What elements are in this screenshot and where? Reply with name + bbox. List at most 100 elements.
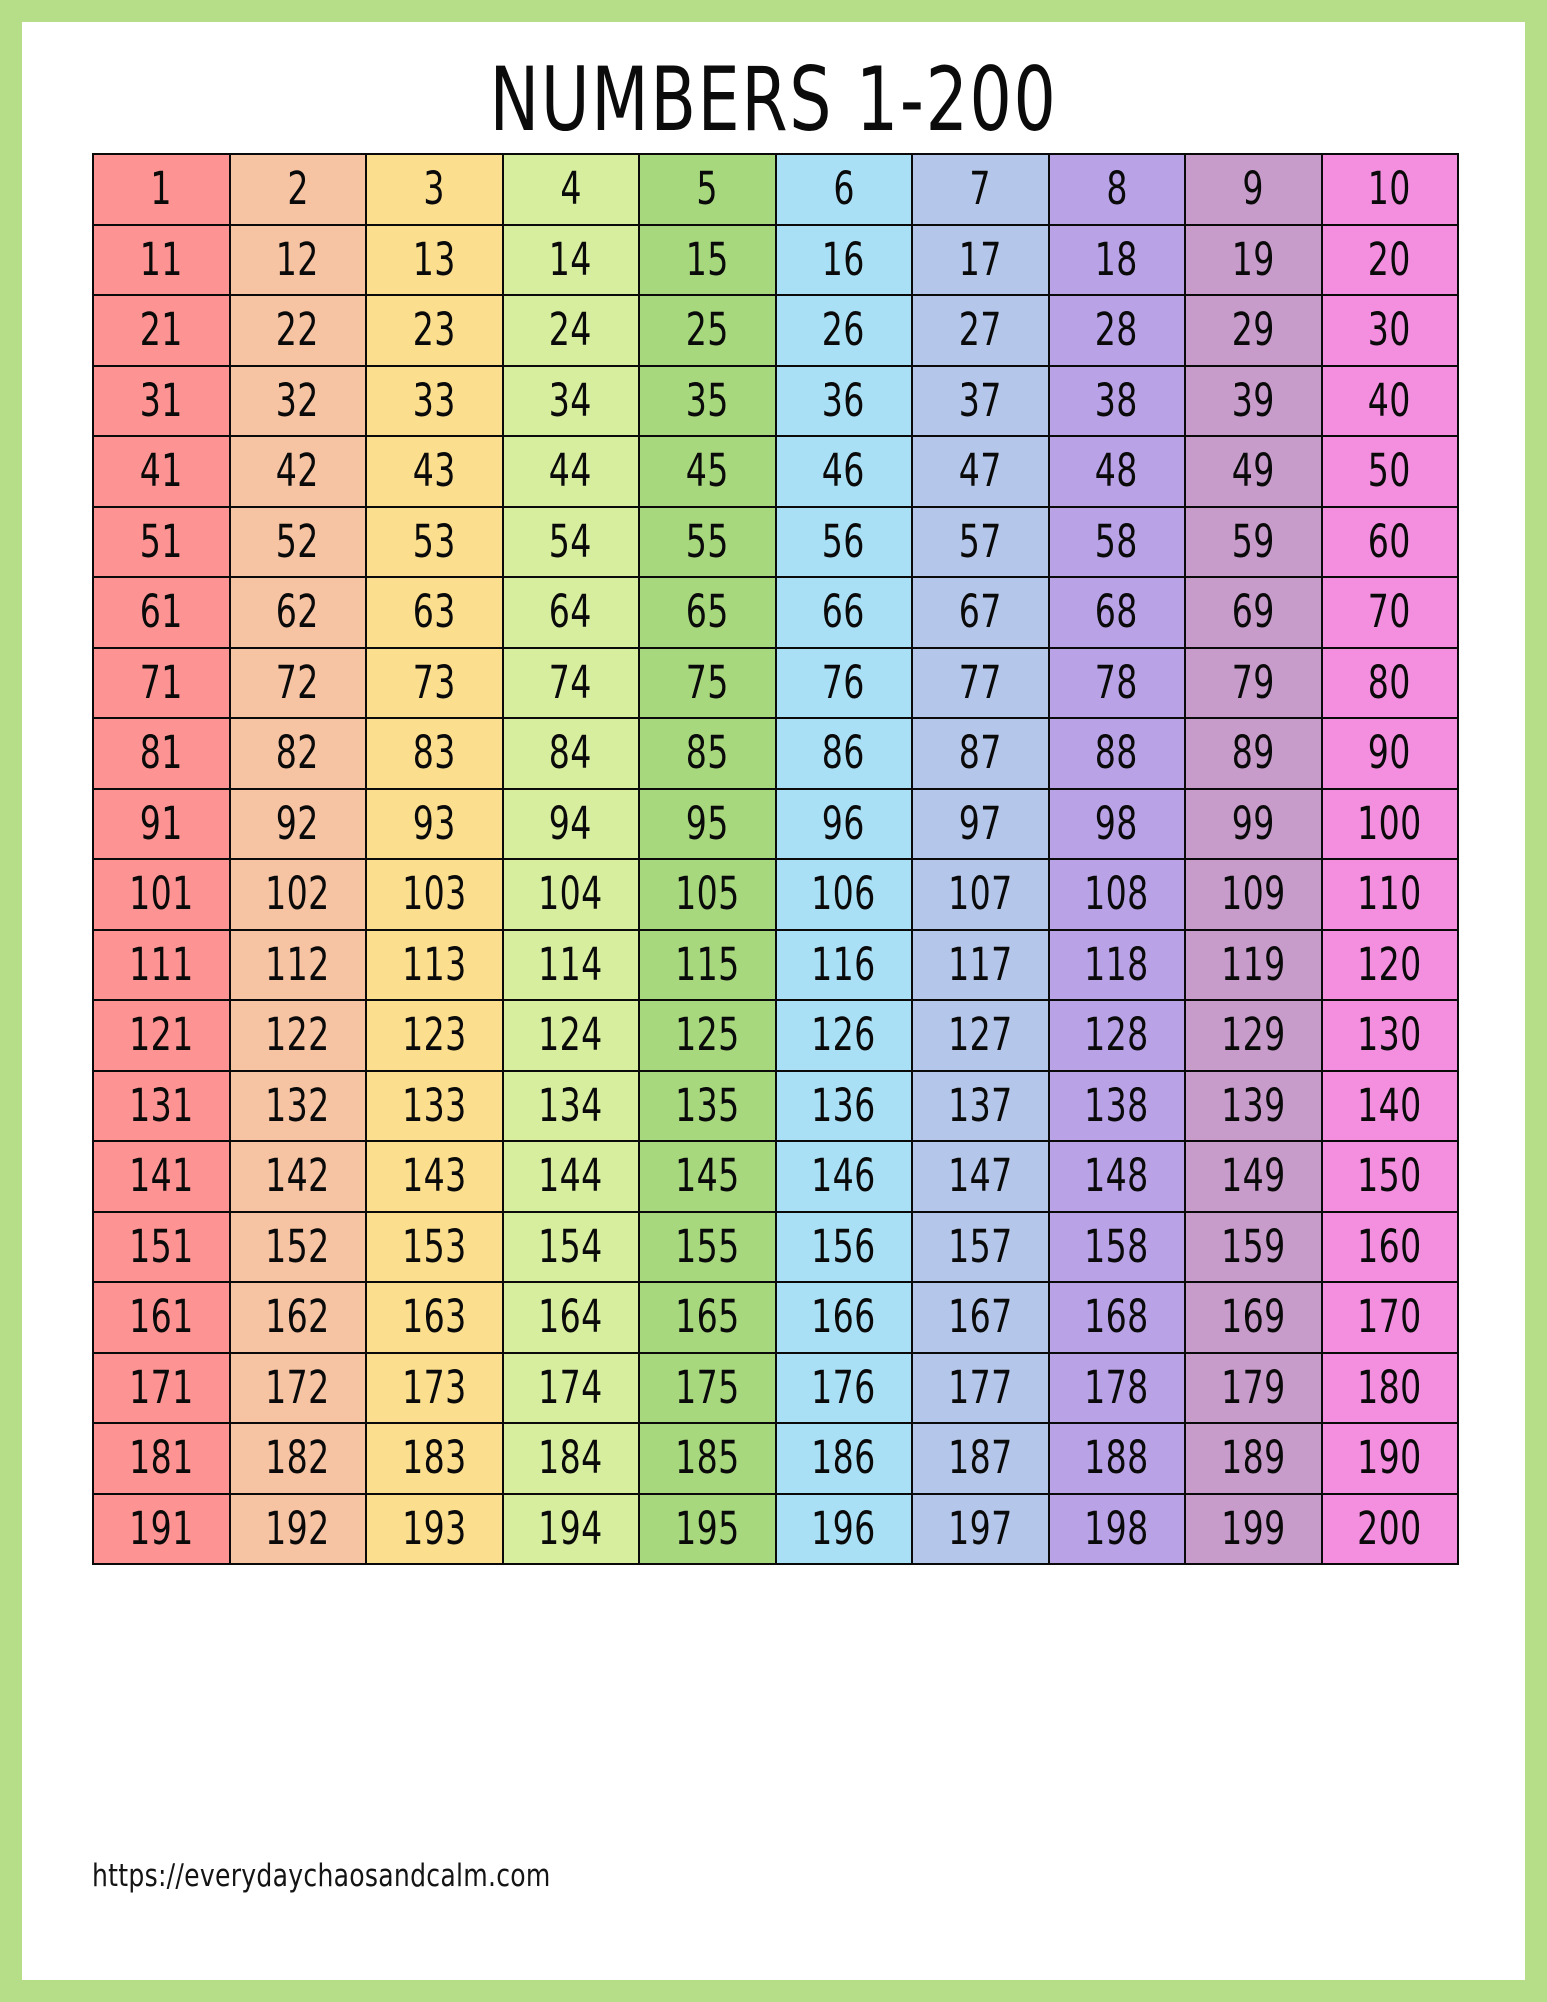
number-cell: 92: [228, 787, 367, 860]
number-cell-label: 179: [1220, 1360, 1286, 1414]
number-cell-label: 117: [947, 937, 1013, 991]
number-cell: 15: [638, 223, 777, 296]
number-cell-label: 25: [685, 303, 729, 357]
number-cell-label: 84: [549, 726, 593, 780]
number-cell-label: 121: [128, 1008, 194, 1062]
number-cell: 91: [92, 787, 231, 860]
number-cell-label: 122: [265, 1008, 331, 1062]
number-cell: 102: [228, 858, 367, 931]
number-cell: 82: [228, 717, 367, 790]
number-cell-label: 48: [1095, 444, 1139, 498]
number-cell: 19: [1184, 223, 1323, 296]
number-cell-label: 158: [1084, 1219, 1150, 1273]
number-cell: 5: [638, 153, 777, 226]
number-cell: 184: [501, 1422, 640, 1495]
number-cell: 169: [1184, 1281, 1323, 1354]
number-cell: 131: [92, 1069, 231, 1142]
number-cell: 176: [774, 1351, 913, 1424]
number-cell: 76: [774, 646, 913, 719]
number-cell: 197: [911, 1492, 1050, 1565]
table-row: 81 82 83 84 85 86 87 88 89 90: [92, 717, 1459, 790]
number-cell: 79: [1184, 646, 1323, 719]
number-cell: 108: [1047, 858, 1186, 931]
number-cell-label: 18: [1095, 232, 1139, 286]
number-cell-label: 153: [401, 1219, 467, 1273]
number-cell-label: 134: [538, 1078, 604, 1132]
number-cell-label: 34: [549, 373, 593, 427]
number-cell: 143: [365, 1140, 504, 1213]
number-cell: 86: [774, 717, 913, 790]
number-cell-label: 91: [139, 796, 183, 850]
number-cell-label: 111: [128, 937, 194, 991]
number-cell-label: 132: [265, 1078, 331, 1132]
number-cell: 137: [911, 1069, 1050, 1142]
number-cell-label: 152: [265, 1219, 331, 1273]
number-cell-label: 6: [832, 162, 855, 216]
number-cell-label: 139: [1220, 1078, 1286, 1132]
number-cell-label: 68: [1095, 585, 1139, 639]
number-cell-label: 61: [139, 585, 183, 639]
number-cell-label: 55: [685, 514, 729, 568]
number-cell: 112: [228, 928, 367, 1001]
number-cell-label: 72: [276, 655, 320, 709]
number-cell: 27: [911, 294, 1050, 367]
number-cell: 49: [1184, 435, 1323, 508]
number-cell: 122: [228, 999, 367, 1072]
number-cell: 107: [911, 858, 1050, 931]
number-cell-label: 183: [401, 1431, 467, 1485]
number-cell: 199: [1184, 1492, 1323, 1565]
number-cell: 74: [501, 646, 640, 719]
number-cell-label: 78: [1095, 655, 1139, 709]
table-row: 131 132 133 134 135 136 137 138 139 140: [92, 1069, 1459, 1142]
number-cell: 135: [638, 1069, 777, 1142]
number-cell: 40: [1320, 364, 1459, 437]
number-cell: 117: [911, 928, 1050, 1001]
number-cell-label: 37: [958, 373, 1002, 427]
number-cell-label: 144: [538, 1149, 604, 1203]
number-cell: 89: [1184, 717, 1323, 790]
number-cell: 123: [365, 999, 504, 1072]
number-cell-label: 32: [276, 373, 320, 427]
number-cell: 56: [774, 505, 913, 578]
number-cell: 47: [911, 435, 1050, 508]
number-cell: 187: [911, 1422, 1050, 1495]
number-cell-label: 65: [685, 585, 729, 639]
number-cell: 10: [1320, 153, 1459, 226]
number-cell-label: 63: [412, 585, 456, 639]
number-cell: 42: [228, 435, 367, 508]
number-cell: 190: [1320, 1422, 1459, 1495]
number-cell-label: 93: [412, 796, 456, 850]
number-cell-label: 185: [674, 1431, 740, 1485]
number-cell-label: 36: [822, 373, 866, 427]
number-cell-label: 64: [549, 585, 593, 639]
number-cell-label: 58: [1095, 514, 1139, 568]
number-cell: 130: [1320, 999, 1459, 1072]
number-cell: 141: [92, 1140, 231, 1213]
number-cell: 25: [638, 294, 777, 367]
number-cell: 52: [228, 505, 367, 578]
table-row: 111 112 113 114 115 116 117 118 119 120: [92, 928, 1459, 1001]
number-cell-label: 200: [1357, 1501, 1423, 1555]
number-cell: 158: [1047, 1210, 1186, 1283]
number-cell: 96: [774, 787, 913, 860]
table-row: 121 122 123 124 125 126 127 128 129 130: [92, 999, 1459, 1072]
number-cell: 148: [1047, 1140, 1186, 1213]
number-cell: 17: [911, 223, 1050, 296]
number-cell: 44: [501, 435, 640, 508]
number-cell: 39: [1184, 364, 1323, 437]
number-cell-label: 76: [822, 655, 866, 709]
number-cell: 129: [1184, 999, 1323, 1072]
number-cell: 14: [501, 223, 640, 296]
number-cell-label: 107: [947, 867, 1013, 921]
number-cell-label: 138: [1084, 1078, 1150, 1132]
number-cell-label: 102: [265, 867, 331, 921]
table-row: 151 152 153 154 155 156 157 158 159 160: [92, 1210, 1459, 1283]
number-cell: 100: [1320, 787, 1459, 860]
number-cell-label: 79: [1231, 655, 1275, 709]
number-cell-label: 142: [265, 1149, 331, 1203]
number-cell: 163: [365, 1281, 504, 1354]
number-cell-label: 87: [958, 726, 1002, 780]
number-cell: 62: [228, 576, 367, 649]
number-cell: 41: [92, 435, 231, 508]
number-cell-label: 188: [1084, 1431, 1150, 1485]
